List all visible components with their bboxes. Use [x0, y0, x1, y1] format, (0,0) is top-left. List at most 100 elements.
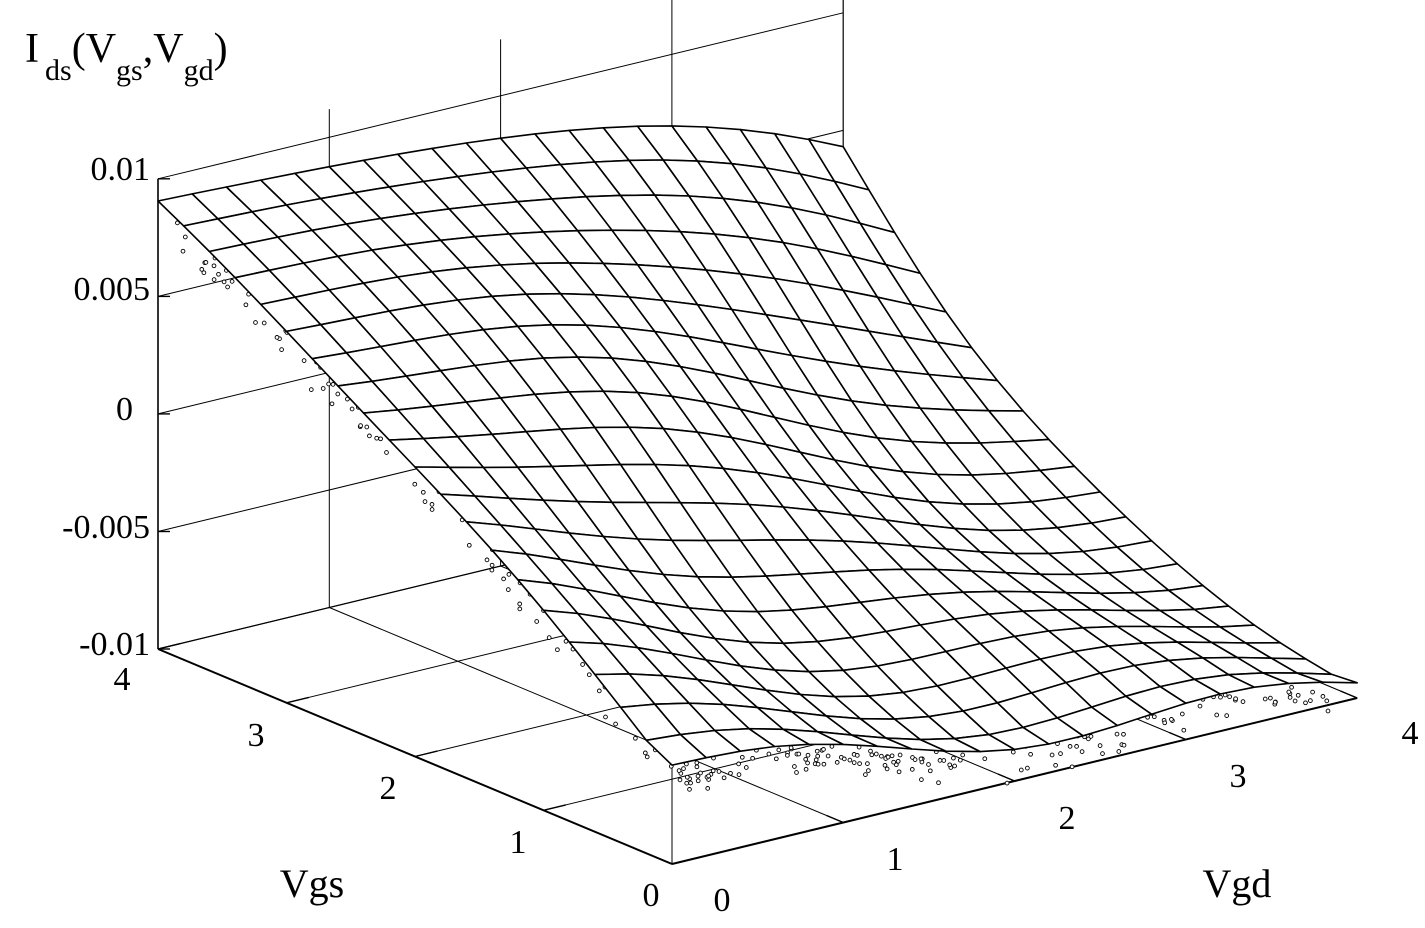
measurement-point — [517, 606, 523, 612]
measurement-point — [1227, 694, 1232, 700]
measurement-point — [613, 721, 618, 727]
measurement-point — [534, 619, 540, 624]
measurement-point — [785, 753, 790, 758]
measurement-point — [834, 760, 840, 765]
measurement-point — [936, 780, 941, 786]
axis-ticks — [157, 178, 1358, 865]
measurement-point — [335, 391, 341, 397]
measurement-point — [796, 751, 802, 757]
measurement-point — [1010, 749, 1016, 755]
measurement-point — [912, 757, 918, 762]
measurement-point — [909, 767, 915, 772]
measurement-point — [1181, 727, 1187, 733]
measurement-point — [728, 770, 733, 776]
measurement-point — [1224, 713, 1230, 718]
measurement-point — [501, 576, 506, 582]
vgd-tick — [1340, 690, 1358, 699]
measurement-point — [211, 277, 217, 282]
measurement-point — [1004, 780, 1010, 786]
measurement-point — [1197, 703, 1203, 709]
measurement-point — [1069, 764, 1075, 770]
measurement-point — [253, 320, 258, 325]
measurement-point — [1067, 744, 1073, 749]
measurement-point — [821, 747, 826, 752]
surface-mesh — [157, 125, 1358, 766]
measurement-point — [1121, 731, 1126, 737]
measurement-point — [229, 279, 235, 284]
measurement-point — [982, 756, 988, 762]
measurement-point — [710, 768, 716, 774]
measurement-point — [947, 762, 953, 768]
vgd-tick-label: 2 — [1059, 800, 1076, 837]
measurement-point — [329, 401, 335, 407]
measurement-point — [684, 774, 690, 780]
measurement-point — [420, 489, 426, 495]
measurement-point — [952, 763, 957, 769]
measurement-point — [517, 601, 523, 607]
vgd-tick — [826, 814, 844, 824]
measurement-point — [378, 436, 383, 442]
measurement-point — [466, 542, 472, 548]
measurement-point — [814, 748, 820, 754]
measurement-point — [555, 647, 560, 653]
measurement-point — [489, 567, 495, 573]
measurement-point — [897, 752, 903, 758]
measurement-point — [873, 751, 879, 757]
measurement-point — [694, 760, 700, 766]
vgd-tick — [655, 856, 673, 865]
measurement-point — [1162, 720, 1168, 726]
measurement-point — [279, 347, 284, 352]
measurement-point — [644, 754, 650, 760]
measurement-point — [1287, 695, 1293, 700]
measurement-point — [203, 260, 209, 265]
measurement-point — [1295, 692, 1301, 698]
vgs-tick — [414, 750, 438, 758]
measurement-point — [857, 761, 862, 766]
vgs-tick-label: 4 — [114, 661, 131, 698]
measurement-point — [506, 572, 512, 577]
measurement-point — [211, 263, 217, 269]
z-tick-label: 0.01 — [91, 151, 151, 188]
measurement-point — [687, 787, 692, 792]
measurement-point — [681, 766, 686, 771]
measurement-point — [882, 762, 888, 768]
measurement-point — [1049, 752, 1055, 758]
measurement-point — [1100, 751, 1105, 756]
measurement-point — [792, 764, 797, 769]
vgs-tick-label: 3 — [248, 717, 265, 754]
measurement-point — [868, 748, 873, 754]
measurement-point — [1325, 708, 1331, 714]
measurement-point — [1272, 699, 1278, 705]
measurement-point — [788, 745, 794, 751]
measurement-point — [1116, 749, 1122, 754]
measurement-point — [261, 320, 267, 326]
measurement-point — [603, 714, 608, 720]
vgs-tick — [543, 804, 566, 811]
measurement-point — [225, 284, 230, 290]
vgd-tick-label: 4 — [1402, 715, 1419, 752]
measurement-point — [695, 778, 701, 784]
vgd-tick — [997, 773, 1015, 782]
measurement-point — [364, 424, 370, 430]
measurement-point — [429, 502, 435, 507]
measurement-point — [1053, 762, 1058, 768]
measurement-point — [937, 758, 943, 763]
measurement-point — [863, 772, 868, 777]
measurement-point — [633, 735, 638, 741]
measurement-point — [374, 435, 380, 441]
measurement-point — [705, 786, 711, 791]
measurement-point — [1058, 751, 1063, 756]
measurement-point — [1179, 711, 1185, 717]
measurement-point — [1292, 698, 1298, 704]
measurement-point — [896, 769, 902, 775]
vgs-tick-label: 2 — [380, 770, 397, 807]
measurement-point — [677, 777, 683, 783]
measurement-point — [716, 769, 722, 774]
measurement-point — [825, 753, 831, 759]
measurement-point — [895, 758, 901, 764]
measurement-point — [1303, 700, 1308, 706]
measurement-point — [301, 358, 307, 363]
measurement-point — [698, 770, 703, 776]
measurement-point — [412, 481, 418, 487]
